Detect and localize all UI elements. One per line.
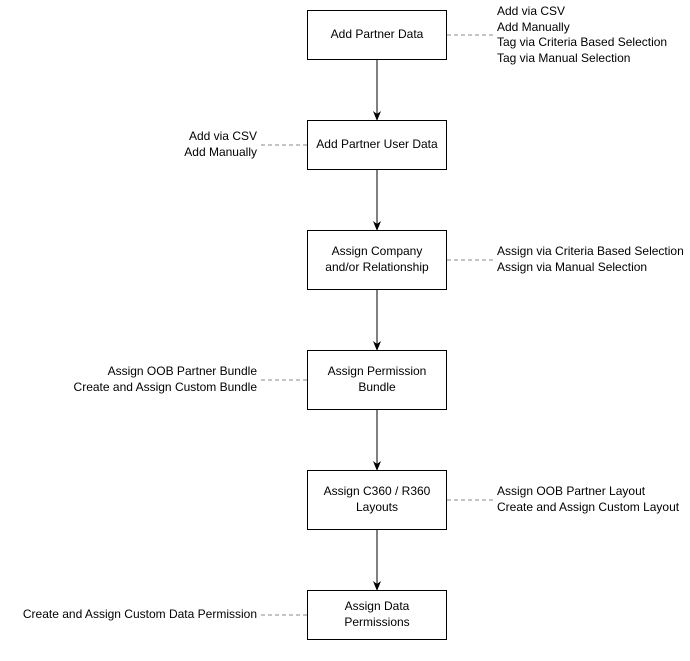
annotation-a6: Create and Assign Custom Data Permission bbox=[0, 607, 257, 623]
flow-node-n3: Assign Company and/or Relationship bbox=[307, 230, 447, 290]
flow-node-n2: Add Partner User Data bbox=[307, 120, 447, 170]
annotation-a4: Assign OOB Partner Bundle Create and Ass… bbox=[57, 364, 257, 395]
annotation-a3: Assign via Criteria Based Selection Assi… bbox=[497, 244, 690, 275]
flow-node-n4: Assign Permission Bundle bbox=[307, 350, 447, 410]
flow-node-n1: Add Partner Data bbox=[307, 10, 447, 60]
annotation-a1: Add via CSV Add Manually Tag via Criteri… bbox=[497, 4, 687, 66]
overlay-svg bbox=[0, 0, 690, 661]
annotation-a2: Add via CSV Add Manually bbox=[157, 129, 257, 160]
flow-node-n5: Assign C360 / R360 Layouts bbox=[307, 470, 447, 530]
flow-node-n6: Assign Data Permissions bbox=[307, 590, 447, 640]
annotation-a5: Assign OOB Partner Layout Create and Ass… bbox=[497, 484, 690, 515]
